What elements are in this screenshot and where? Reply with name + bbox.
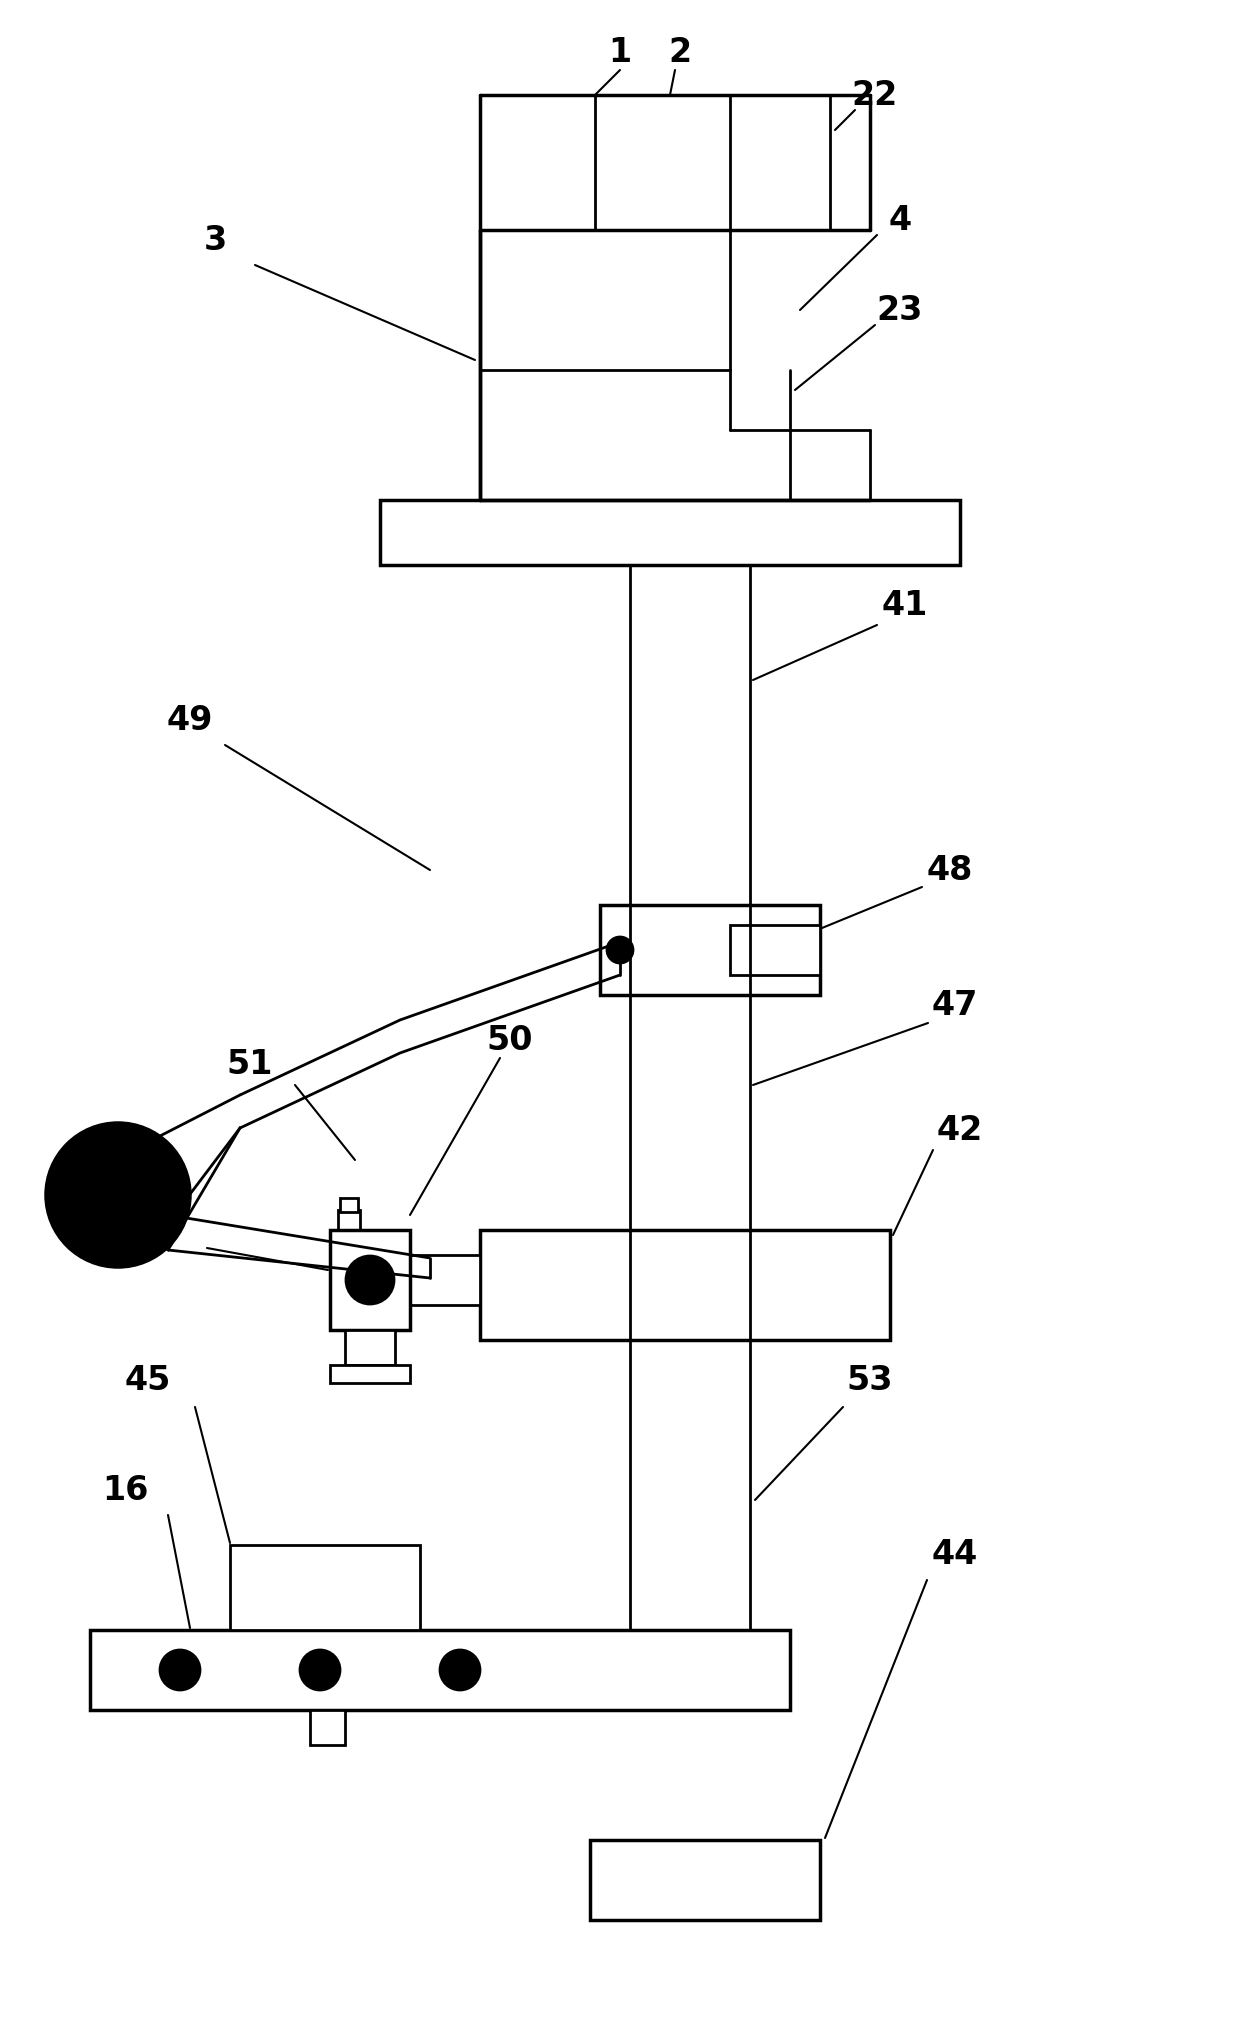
Text: 44: 44 (932, 1539, 978, 1572)
Bar (330, 1364, 410, 1382)
Text: 16: 16 (102, 1474, 149, 1507)
Text: 51: 51 (227, 1049, 273, 1081)
Circle shape (440, 1649, 480, 1690)
Text: 2: 2 (668, 35, 692, 69)
Text: 41: 41 (882, 588, 928, 621)
Circle shape (160, 1649, 200, 1690)
Bar (340, 1197, 358, 1211)
Circle shape (46, 1124, 190, 1266)
Text: 50: 50 (487, 1024, 533, 1057)
Text: 48: 48 (926, 853, 973, 886)
Text: 53: 53 (847, 1364, 893, 1397)
Bar (340, 1254, 480, 1305)
Circle shape (104, 1181, 131, 1209)
Bar (379, 501, 960, 566)
Text: 3: 3 (203, 224, 227, 257)
Circle shape (300, 1649, 340, 1690)
Bar (339, 1209, 360, 1230)
Circle shape (346, 1256, 394, 1303)
Text: 52: 52 (136, 1209, 184, 1242)
Text: 45: 45 (125, 1364, 171, 1397)
Text: 49: 49 (167, 704, 213, 737)
Bar (590, 1841, 820, 1920)
Text: 4: 4 (888, 204, 911, 236)
Circle shape (608, 937, 632, 963)
Bar (229, 1545, 420, 1631)
Bar (730, 924, 820, 975)
Text: 42: 42 (937, 1114, 983, 1146)
Text: 1: 1 (609, 35, 631, 69)
Bar (330, 1230, 410, 1330)
Text: 22: 22 (852, 79, 898, 112)
Bar (480, 1230, 890, 1340)
Bar (91, 1631, 790, 1710)
Bar (600, 904, 820, 996)
Text: 23: 23 (877, 293, 924, 326)
Bar (310, 1710, 345, 1745)
Bar (345, 1330, 396, 1364)
Text: 47: 47 (931, 989, 978, 1022)
